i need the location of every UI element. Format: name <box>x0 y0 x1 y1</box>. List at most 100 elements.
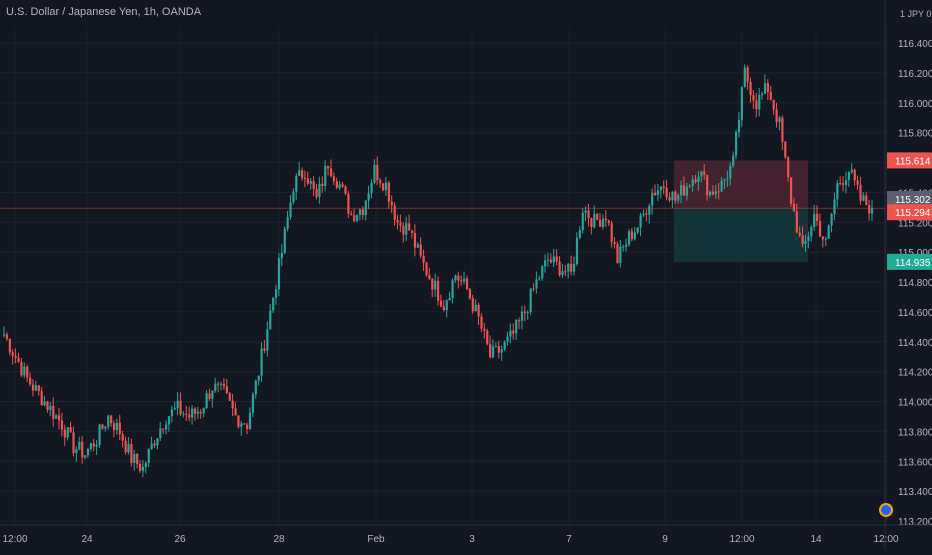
candle-body <box>133 454 135 463</box>
candle-body <box>49 406 51 410</box>
candle-body <box>637 227 639 232</box>
candle-body <box>735 132 737 156</box>
candle-body <box>634 233 636 240</box>
candle-body <box>258 376 260 381</box>
x-tick-label: 12:00 <box>873 534 898 545</box>
candle-body <box>344 186 346 193</box>
candle-body <box>466 278 468 289</box>
candle-body <box>35 385 37 390</box>
candle-body <box>602 219 604 227</box>
candle-body <box>281 253 283 258</box>
candle-body <box>370 183 372 194</box>
candle-body <box>527 312 529 313</box>
candle-body <box>706 175 708 195</box>
candle-body <box>796 211 798 232</box>
candle-body <box>78 442 80 449</box>
candle-body <box>64 430 66 438</box>
candle-body <box>148 449 150 463</box>
candle-body <box>518 320 520 321</box>
candle-body <box>307 178 309 183</box>
candle-body <box>654 193 656 195</box>
candle-body <box>744 67 746 87</box>
candle-body <box>830 214 832 225</box>
candle-body <box>156 438 158 445</box>
candle-body <box>709 192 711 196</box>
candle-body <box>119 423 121 434</box>
candle-body <box>663 187 665 188</box>
candle-body <box>98 425 100 445</box>
candle-body <box>810 227 812 236</box>
tradingview-logo-icon[interactable] <box>879 503 893 517</box>
candle-body <box>84 455 86 457</box>
candle-body <box>301 170 303 178</box>
candle-body <box>553 256 555 262</box>
x-tick-label: Feb <box>367 534 385 545</box>
candle-body <box>857 180 859 184</box>
candle-body <box>197 412 199 414</box>
candle-body <box>142 467 144 471</box>
candle-body <box>434 281 436 290</box>
candle-body <box>556 256 558 261</box>
candle-body <box>622 247 624 248</box>
candle-body <box>240 423 242 427</box>
candle-body <box>842 183 844 185</box>
candle-body <box>333 176 335 181</box>
candle-body <box>587 211 589 219</box>
candle-body <box>718 191 720 192</box>
candle-body <box>20 362 22 375</box>
candle-body <box>122 434 124 441</box>
candle-body <box>570 264 572 272</box>
candle-body <box>839 183 841 184</box>
candle-body <box>394 205 396 220</box>
candle-body <box>723 179 725 180</box>
candle-body <box>284 229 286 253</box>
candle-body <box>203 408 205 413</box>
candle-body <box>362 209 364 215</box>
candle-body <box>449 298 451 301</box>
candle-body <box>749 82 751 95</box>
candle-body <box>185 414 187 415</box>
candle-body <box>593 214 595 227</box>
candle-body <box>613 242 615 244</box>
candle-body <box>712 192 714 195</box>
candle-body <box>327 166 329 169</box>
y-tick-label: 115.800 <box>898 129 932 140</box>
candle-body <box>683 185 685 196</box>
candle-body <box>781 118 783 142</box>
candle-body <box>194 409 196 414</box>
candle-body <box>825 239 827 240</box>
candle-body <box>668 197 670 200</box>
candle-body <box>174 408 176 409</box>
candle-body <box>159 429 161 439</box>
candle-body <box>755 100 757 109</box>
y-tick-label: 114.800 <box>898 278 932 289</box>
take-profit-zone[interactable] <box>674 208 808 262</box>
candle-body <box>845 180 847 185</box>
candle-body <box>547 260 549 261</box>
candle-body <box>116 423 118 430</box>
candle-body <box>58 415 60 420</box>
candle-body <box>579 230 581 238</box>
candle-body <box>715 191 717 194</box>
candle-body <box>414 233 416 248</box>
candle-body <box>460 280 462 281</box>
candle-body <box>680 185 682 195</box>
candle-body <box>272 298 274 310</box>
candle-body <box>255 380 257 394</box>
candle-body <box>616 244 618 263</box>
candle-body <box>101 425 103 429</box>
candle-body <box>816 214 818 221</box>
candle-body <box>726 179 728 180</box>
candle-body <box>440 301 442 307</box>
candle-body <box>266 329 268 350</box>
target-price-badge-text: 114.935 <box>895 258 931 269</box>
candle-body <box>396 220 398 223</box>
candle-body <box>200 412 202 413</box>
candle-body <box>859 185 861 201</box>
candle-body <box>223 384 225 387</box>
candle-body <box>32 384 34 390</box>
candle-body <box>521 312 523 321</box>
candle-body <box>226 386 228 393</box>
